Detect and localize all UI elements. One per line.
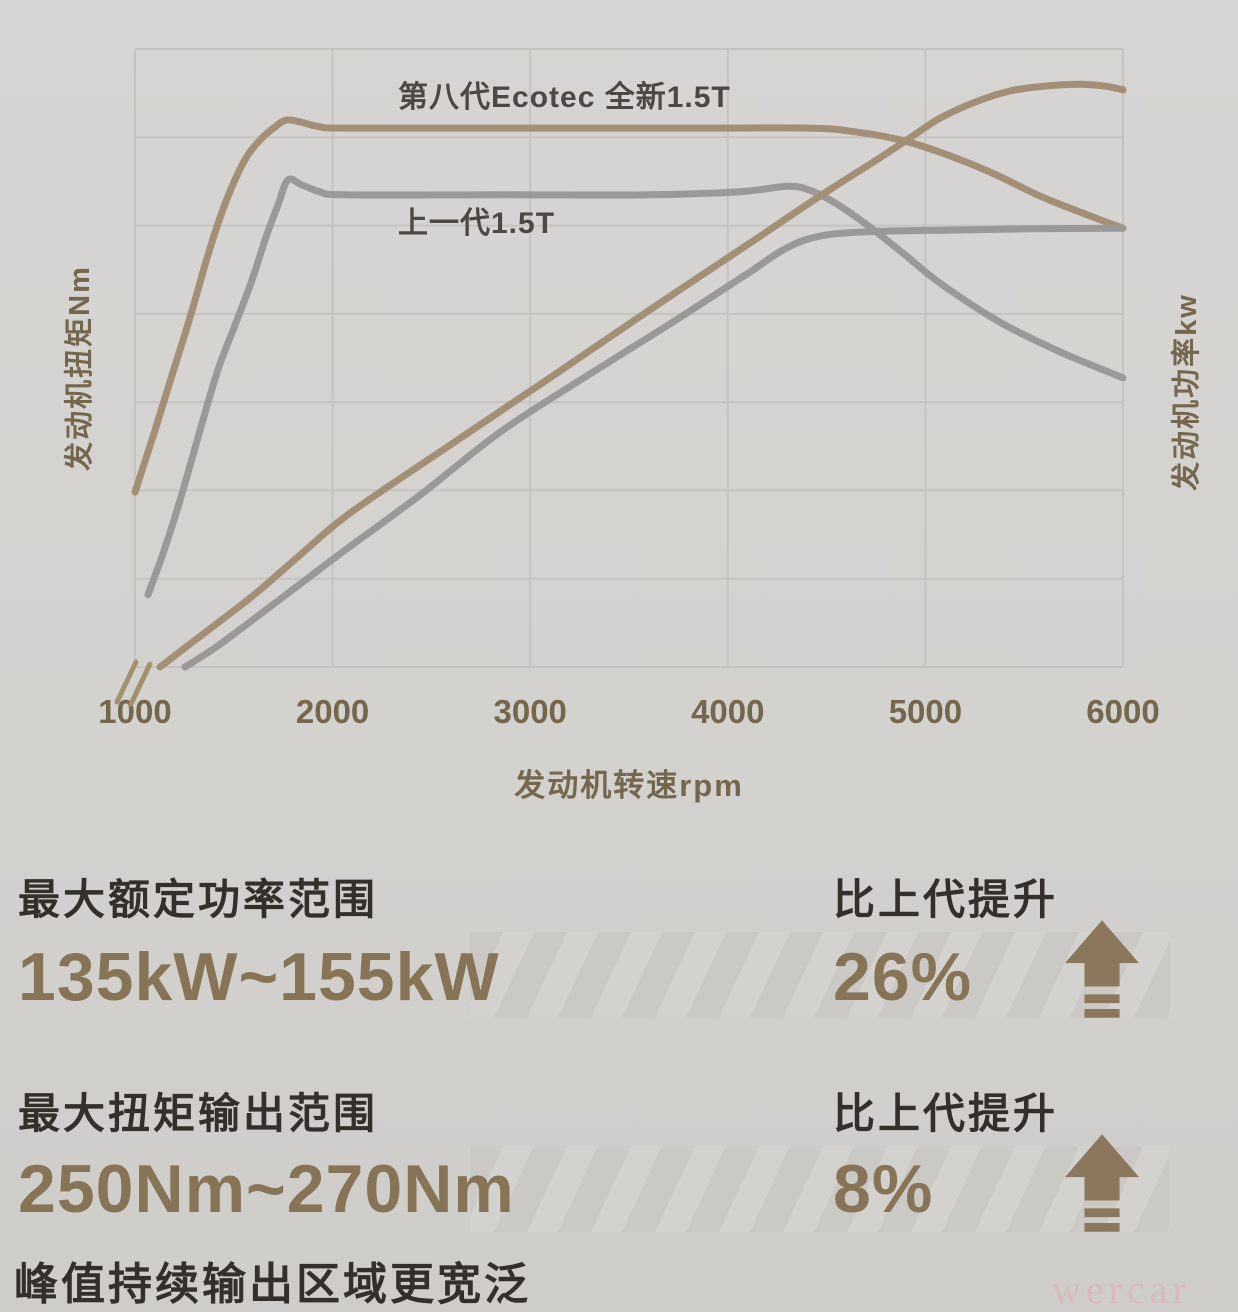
- increase-arrow-icon: [1064, 920, 1140, 1018]
- x-tick-label: 2000: [296, 693, 369, 730]
- power-delta-label: 比上代提升: [833, 876, 1059, 923]
- series-label-new-engine: 第八代Ecotec 全新1.5T: [398, 81, 731, 114]
- increase-arrow-icon: [1064, 1134, 1140, 1232]
- peak-output-caption: 峰值持续输出区域更宽泛: [14, 1260, 531, 1309]
- axis-break-icon: [114, 659, 153, 707]
- x-tick-label: 6000: [1086, 693, 1159, 730]
- stripe-band-decoration: [470, 1146, 1170, 1232]
- y-axis-title-power: 发动机功率kw: [1171, 293, 1203, 491]
- curve-old-gen-power: [181, 224, 1127, 671]
- torque-delta-value: 8%: [833, 1151, 934, 1227]
- x-tick-label: 3000: [493, 693, 566, 730]
- engine-performance-chart: 1000 2000 3000 4000 5000 6000 第八代Ecotec 全新1.5…: [64, 48, 1203, 803]
- max-power-range-label: 最大额定功率范围: [18, 876, 379, 923]
- max-torque-range-value: 250Nm~270Nm: [18, 1151, 515, 1227]
- torque-delta-label: 比上代提升: [833, 1090, 1059, 1137]
- x-tick-label: 5000: [889, 693, 962, 730]
- y-axis-title-torque: 发动机扭矩Nm: [64, 265, 96, 471]
- curve-new-gen-torque: [131, 116, 1127, 496]
- x-tick-label: 4000: [691, 693, 764, 730]
- x-axis-title-rpm: 发动机转速rpm: [514, 768, 744, 803]
- watermark-text: wercar: [1052, 1267, 1191, 1312]
- max-power-range-value: 135kW~155kW: [18, 939, 500, 1015]
- series-label-old-engine: 上一代1.5T: [398, 207, 556, 240]
- max-torque-range-label: 最大扭矩输出范围: [18, 1090, 379, 1137]
- curve-old-gen-torque: [144, 175, 1127, 599]
- stripe-band-decoration: [470, 932, 1170, 1018]
- power-delta-value: 26%: [833, 939, 973, 1015]
- curve-new-gen-power: [156, 80, 1127, 671]
- chart-plot-area: 1000 2000 3000 4000 5000 6000: [98, 48, 1160, 730]
